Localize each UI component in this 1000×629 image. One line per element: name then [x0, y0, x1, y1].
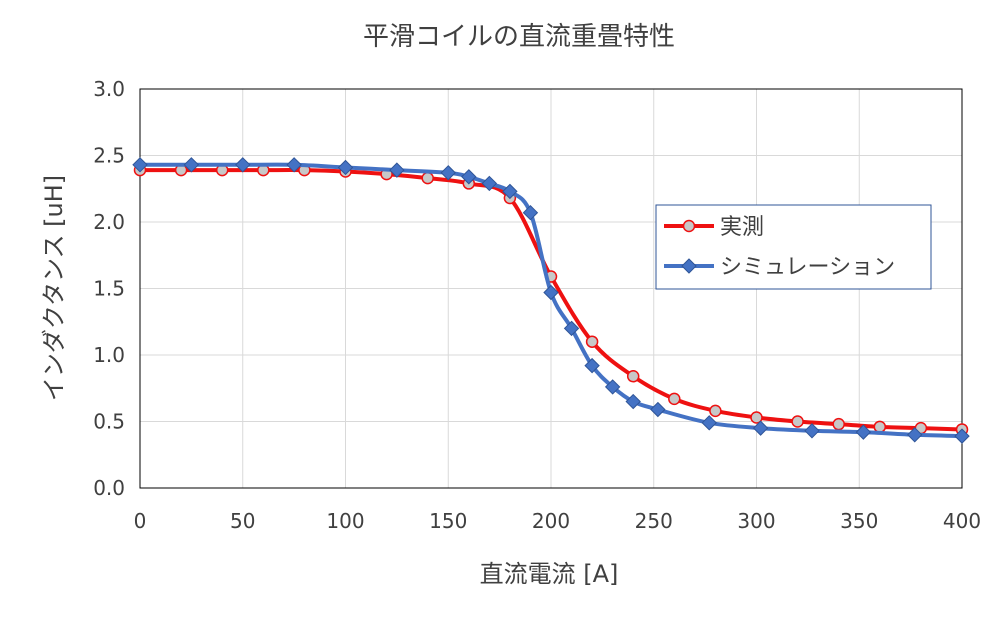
legend: 実測 シミュレーション	[655, 204, 932, 290]
data-point	[604, 379, 621, 395]
x-tick-label: 100	[326, 509, 364, 533]
chart-title: 平滑コイルの直流重畳特性	[363, 22, 675, 52]
x-tick-label: 350	[840, 509, 878, 533]
y-tick-label: 3.0	[93, 77, 125, 101]
data-point	[502, 183, 518, 200]
data-point	[585, 335, 599, 348]
y-tick-label: 2.5	[93, 144, 125, 168]
series-layer	[132, 157, 970, 444]
data-point	[709, 404, 722, 418]
data-point	[954, 428, 970, 444]
data-point	[907, 427, 923, 443]
y-tick-label: 0.0	[93, 476, 125, 500]
data-point	[461, 169, 477, 185]
x-tick-label: 250	[635, 509, 673, 533]
data-point	[804, 423, 820, 439]
series-simulation	[132, 157, 970, 444]
data-point	[183, 157, 200, 173]
y-tick-label: 1.5	[93, 277, 125, 301]
y-tick-labels: 0.0 0.5 1.0 1.5 2.0 2.5 3.0	[93, 77, 125, 500]
y-tick-label: 0.5	[93, 410, 125, 434]
legend-marker-simulation	[681, 258, 697, 274]
data-point	[563, 320, 580, 337]
legend-box	[655, 204, 932, 290]
data-point	[132, 157, 148, 173]
x-axis-label: 直流電流 [A]	[480, 560, 619, 588]
x-tick-label: 150	[429, 509, 467, 533]
data-point	[625, 393, 641, 410]
data-point	[701, 415, 717, 431]
plot-frame	[139, 88, 963, 489]
legend-marker-measured	[682, 219, 696, 233]
data-point	[791, 415, 804, 428]
data-point	[750, 411, 763, 424]
data-point	[235, 157, 251, 173]
legend-label-simulation: シミュレーション	[720, 255, 895, 280]
data-point	[389, 162, 405, 178]
x-tick-label: 400	[943, 509, 981, 533]
data-point	[522, 204, 539, 221]
legend-label-measured: 実測	[720, 215, 764, 240]
data-point	[421, 171, 434, 185]
y-axis-label: インダクタンス [uH]	[40, 175, 68, 401]
data-point	[650, 401, 666, 418]
data-point	[440, 165, 456, 181]
y-tick-label: 1.0	[93, 343, 125, 367]
data-point	[286, 157, 302, 173]
data-point	[832, 417, 845, 431]
data-point	[481, 175, 498, 192]
data-point	[873, 420, 887, 434]
x-tick-labels: 0 50 100 150 200 250 300 350 400	[134, 509, 981, 533]
data-point	[337, 159, 354, 176]
data-point	[626, 370, 640, 383]
x-tick-label: 300	[737, 509, 775, 533]
x-tick-label: 0	[134, 509, 147, 533]
x-tick-label: 200	[532, 509, 570, 533]
x-tick-label: 50	[230, 509, 255, 533]
y-tick-label: 2.0	[93, 210, 125, 234]
data-point	[668, 392, 681, 406]
data-point	[543, 284, 559, 301]
data-point	[855, 424, 872, 440]
data-point	[752, 420, 769, 436]
data-point	[584, 357, 600, 374]
